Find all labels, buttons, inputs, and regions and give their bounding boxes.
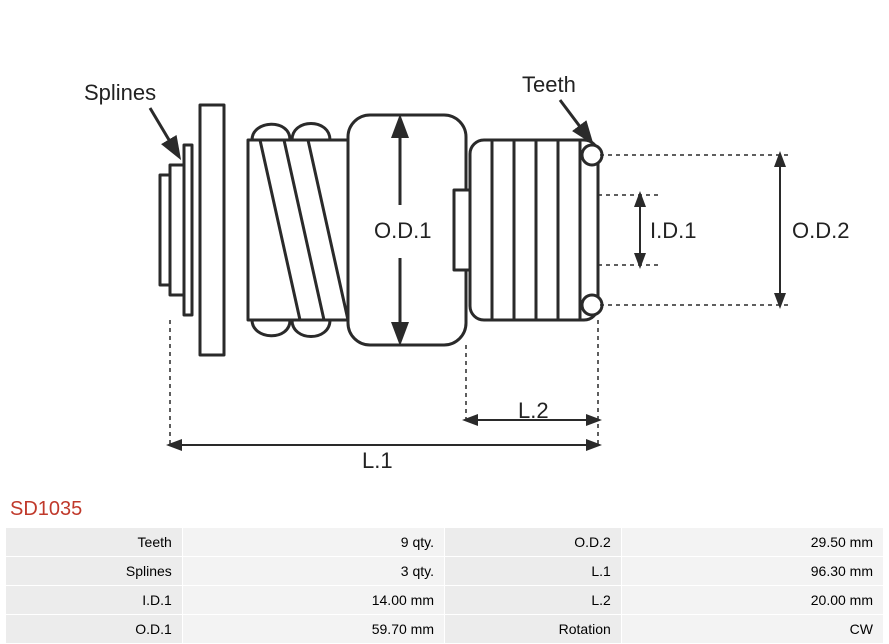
part-number: SD1035 [0, 490, 889, 527]
label-id1: I.D.1 [650, 218, 696, 244]
spec-key: O.D.1 [6, 615, 182, 643]
spec-key: Splines [6, 557, 182, 585]
label-od1: O.D.1 [374, 218, 431, 244]
spec-value: 96.30 mm [622, 557, 883, 585]
table-row: O.D.159.70 mmRotationCW [6, 615, 883, 643]
spec-key: Rotation [445, 615, 621, 643]
spec-key: L.1 [445, 557, 621, 585]
spec-value: CW [622, 615, 883, 643]
diagram-area: Splines Teeth O.D.1 I.D.1 O.D.2 L.2 L.1 [0, 0, 889, 490]
spec-value: 29.50 mm [622, 528, 883, 556]
spec-key: L.2 [445, 586, 621, 614]
label-l1: L.1 [362, 448, 393, 474]
spec-key: I.D.1 [6, 586, 182, 614]
spec-value: 14.00 mm [183, 586, 444, 614]
spec-value: 9 qty. [183, 528, 444, 556]
spec-table: Teeth9 qty.O.D.229.50 mmSplines3 qty.L.1… [5, 527, 884, 644]
spec-value: 20.00 mm [622, 586, 883, 614]
diagram-svg [0, 0, 889, 490]
label-od2: O.D.2 [792, 218, 849, 244]
table-row: I.D.114.00 mmL.220.00 mm [6, 586, 883, 614]
table-row: Teeth9 qty.O.D.229.50 mm [6, 528, 883, 556]
spec-key: Teeth [6, 528, 182, 556]
label-splines: Splines [84, 80, 156, 106]
spec-value: 3 qty. [183, 557, 444, 585]
spec-key: O.D.2 [445, 528, 621, 556]
label-teeth: Teeth [522, 72, 576, 98]
label-l2: L.2 [518, 398, 549, 424]
spec-value: 59.70 mm [183, 615, 444, 643]
table-row: Splines3 qty.L.196.30 mm [6, 557, 883, 585]
